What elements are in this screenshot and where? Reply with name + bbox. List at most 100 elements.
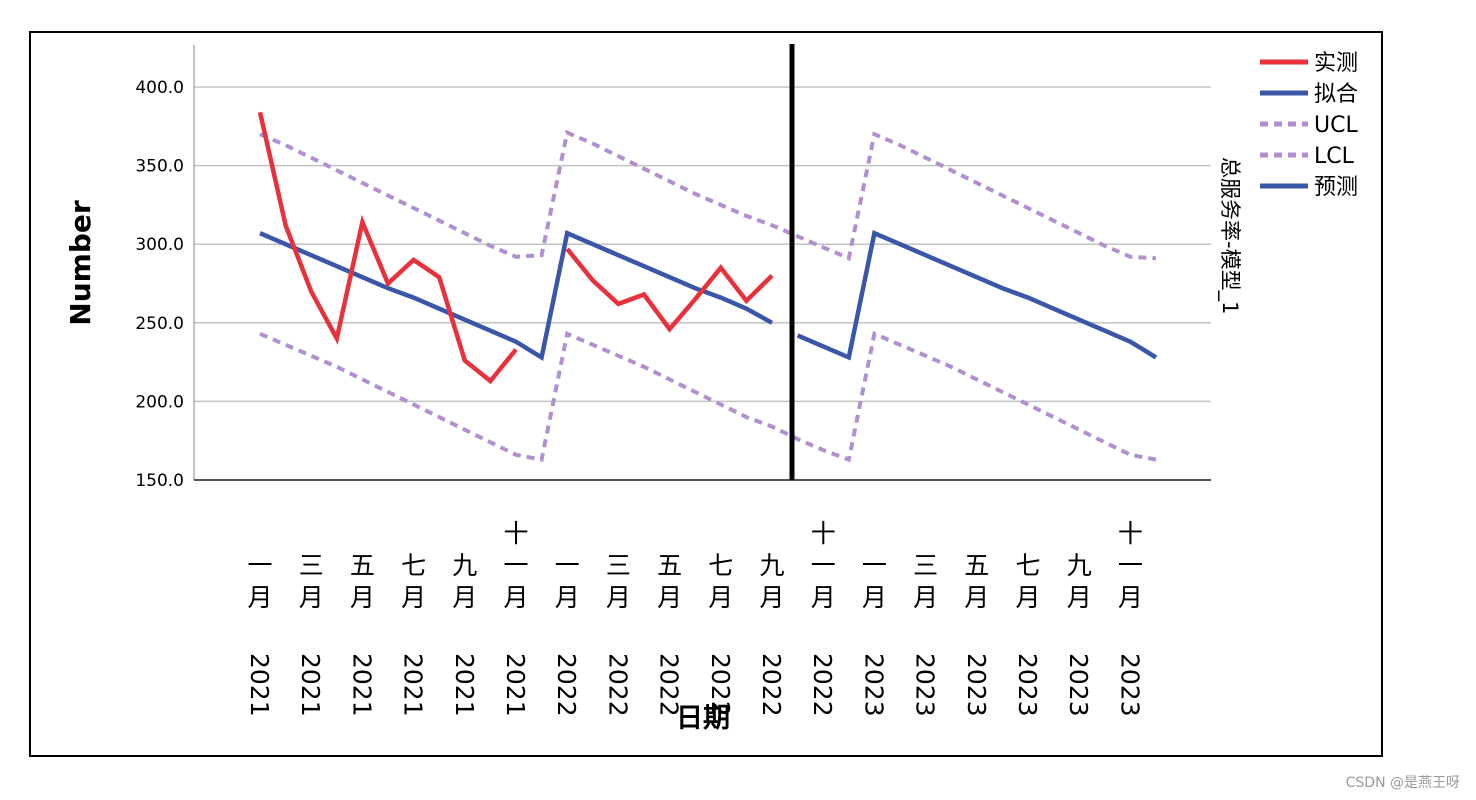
series-line-实测 — [257, 111, 774, 385]
x-tick-year: 2021 — [245, 653, 274, 717]
x-tick-year: 2023 — [962, 653, 991, 717]
x-tick-month-char: 月 — [503, 583, 528, 612]
chart-frame: 400.0 350.0 300.0 250.0 200.0 150.0 一月 2021 三月 2… — [29, 31, 1383, 757]
axes — [193, 45, 1211, 481]
x-tick-month-char: 月 — [299, 583, 324, 612]
x-tick-month-char: 月 — [913, 583, 938, 612]
x-tick-month-char: 一 — [811, 551, 836, 580]
x-tick-year: 2023 — [1115, 653, 1144, 717]
series-line-拟合 — [259, 230, 774, 361]
x-tick-label: 一月 2022 — [552, 551, 581, 717]
legend-label: UCL — [1314, 113, 1358, 138]
x-tick-month-char: 月 — [862, 583, 887, 612]
x-tick-year: 2022 — [655, 653, 684, 717]
x-tick-month-char: 九 — [452, 551, 477, 580]
x-tick-month-char: 十 — [1118, 519, 1143, 548]
x-tick-month-char: 月 — [657, 583, 682, 612]
x-tick-month-char: 月 — [708, 583, 733, 612]
gridlines — [194, 86, 1211, 403]
x-tick-label: 九月 2021 — [450, 551, 479, 717]
x-tick-month-char: 月 — [759, 583, 784, 612]
x-tick-year: 2022 — [552, 653, 581, 717]
x-tick-year: 2023 — [859, 653, 888, 717]
x-tick-month-char: 一 — [555, 551, 580, 580]
x-tick-month-char: 九 — [1067, 551, 1092, 580]
x-tick-month-char: 十 — [503, 519, 528, 548]
legend-label: 实测 — [1314, 51, 1358, 76]
x-tick-month-char: 月 — [1015, 583, 1040, 612]
x-tick-year: 2021 — [450, 653, 479, 717]
y-axis-title: Number — [64, 200, 97, 326]
x-tick-month-char: 十 — [811, 519, 836, 548]
x-tick-month-char: 月 — [350, 583, 375, 612]
x-tick-month-char: 月 — [247, 583, 272, 612]
x-tick-month-char: 月 — [555, 583, 580, 612]
x-tick-month-char: 月 — [452, 583, 477, 612]
x-tick-label: 一月 2021 — [245, 551, 274, 717]
x-tick-month-char: 月 — [1118, 583, 1143, 612]
csdn-watermark: CSDN @是燕王呀 — [1345, 775, 1460, 791]
series-lines — [257, 111, 1158, 463]
x-tick-year: 2022 — [757, 653, 786, 717]
x-tick-year: 2023 — [911, 653, 940, 717]
x-tick-month-char: 月 — [964, 583, 989, 612]
x-tick-month-char: 月 — [1067, 583, 1092, 612]
y-tick-label: 350.0 — [135, 157, 184, 177]
x-tick-label: 九月 2022 — [757, 551, 786, 717]
x-tick-month-char: 月 — [811, 583, 836, 612]
series-line-LCL — [259, 330, 1157, 463]
y-tick-label: 300.0 — [135, 235, 184, 255]
x-tick-month-char: 七 — [401, 551, 426, 580]
x-tick-month-char: 七 — [708, 551, 733, 580]
x-tick-label: 三月 2023 — [911, 551, 940, 717]
x-tick-label: 一月 2023 — [859, 551, 888, 717]
series-line-预测 — [796, 230, 1158, 361]
x-tick-month-char: 一 — [862, 551, 887, 580]
legend-label: 预测 — [1314, 175, 1358, 200]
x-tick-month-char: 三 — [299, 551, 324, 580]
x-tick-label: 十一月 2021 — [501, 519, 530, 717]
x-tick-year: 2022 — [808, 653, 837, 717]
x-axis-title: 日期 — [676, 703, 730, 734]
x-tick-year: 2021 — [347, 653, 376, 717]
x-tick-month-char: 七 — [1015, 551, 1040, 580]
x-tick-label: 七月 2022 — [706, 551, 735, 717]
x-tick-label: 十一月 2023 — [1115, 519, 1144, 717]
x-tick-month-char: 五 — [964, 551, 989, 580]
chart-canvas: 400.0 350.0 300.0 250.0 200.0 150.0 一月 2021 三月 2… — [64, 44, 1358, 734]
x-tick-month-char: 五 — [657, 551, 682, 580]
x-tick-month-char: 一 — [1118, 551, 1143, 580]
x-tick-year: 2023 — [1064, 653, 1093, 717]
x-tick-label: 三月 2021 — [296, 551, 325, 717]
x-tick-label: 九月 2023 — [1064, 551, 1093, 717]
legend-label: 拟合 — [1314, 82, 1358, 107]
y-axis-ticks: 400.0 350.0 300.0 250.0 200.0 150.0 — [135, 78, 184, 491]
x-tick-year: 2023 — [1013, 653, 1042, 717]
x-tick-year: 2021 — [501, 653, 530, 717]
x-tick-month-char: 一 — [503, 551, 528, 580]
y-tick-label: 400.0 — [135, 78, 184, 98]
x-tick-month-char: 九 — [759, 551, 784, 580]
x-tick-label: 十一月 2022 — [808, 519, 837, 717]
x-tick-year: 2021 — [399, 653, 428, 717]
model-title: 总服务率-模型_1 — [1217, 157, 1242, 314]
y-tick-label: 250.0 — [135, 314, 184, 334]
x-tick-month-char: 月 — [606, 583, 631, 612]
x-tick-year: 2022 — [603, 653, 632, 717]
x-axis-ticks: 一月 2021 三月 2021 五月 2021 七月 2021 九月 2021 十一月 2021 一月 2… — [245, 519, 1144, 717]
y-tick-label: 150.0 — [135, 471, 184, 491]
x-tick-year: 2021 — [296, 653, 325, 717]
series-line-UCL — [259, 129, 1157, 262]
x-tick-label: 三月 2022 — [603, 551, 632, 717]
x-tick-label: 五月 2022 — [655, 551, 684, 717]
x-tick-month-char: 一 — [247, 551, 272, 580]
x-tick-month-char: 五 — [350, 551, 375, 580]
x-tick-label: 五月 2021 — [347, 551, 376, 717]
x-tick-label: 五月 2023 — [962, 551, 991, 717]
x-tick-month-char: 三 — [606, 551, 631, 580]
x-tick-month-char: 月 — [401, 583, 426, 612]
x-tick-label: 七月 2023 — [1013, 551, 1042, 717]
x-tick-year: 2022 — [706, 653, 735, 717]
x-tick-label: 七月 2021 — [399, 551, 428, 717]
